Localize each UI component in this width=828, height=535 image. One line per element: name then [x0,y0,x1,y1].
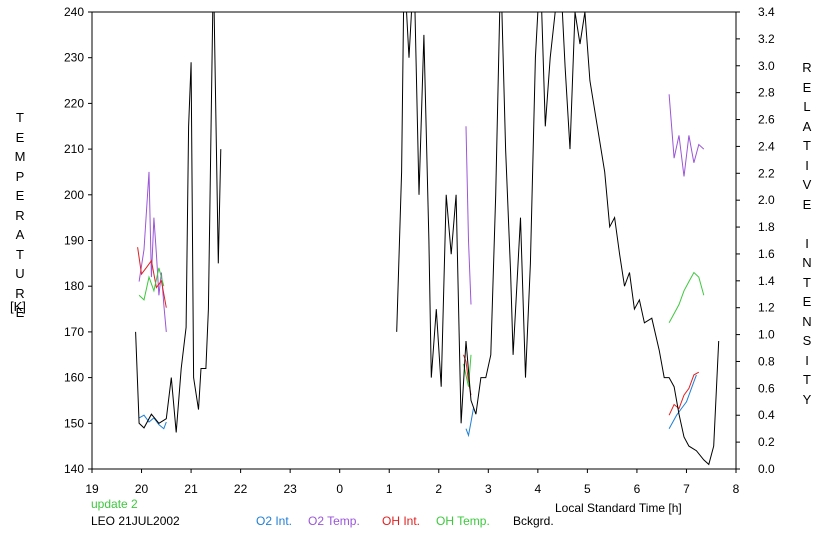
axis-label-char [797,214,817,234]
left-tick-label: 150 [64,416,84,430]
tick-labels: 1401501601701801902002102202302400.00.20… [64,5,775,496]
right-tick-label: 1.6 [758,247,775,261]
axis-label-char: T [16,110,24,125]
right-tick-label: 2.6 [758,113,775,127]
axis-label-char: S [802,333,812,348]
right-tick-label: 3.0 [758,59,775,73]
x-tick-label: 19 [85,482,99,496]
series-line-bckgrd [135,12,720,466]
axis-label-char: N [802,255,812,270]
axis-label-char: E [802,196,812,212]
legend-entry: OH Temp. [436,514,490,528]
right-tick-label: 2.8 [758,86,775,100]
axis-label-char: I [805,352,809,368]
right-tick-label: 0.2 [758,435,775,449]
axis-label-char: I [805,235,809,251]
left-tick-label: 220 [64,96,84,110]
axis-label-char: L [803,99,811,114]
x-tick-label: 21 [184,482,198,496]
series-line-o2-int [138,374,697,438]
axis-label-char: P [15,168,25,184]
legend-entry: O2 Int. [256,514,293,528]
x-tick-label: 5 [584,482,591,496]
left-tick-label: 210 [64,142,84,156]
x-tick-label: 4 [535,482,542,496]
axis-label-char: I [805,157,809,173]
x-axis-label: Local Standard Time [h] [555,501,682,515]
left-tick-label: 140 [64,462,84,476]
right-tick-label: 0.8 [758,354,775,368]
axis-label-char: V [802,177,812,192]
axis-label-char: E [15,129,25,145]
x-tick-label: 3 [485,482,492,496]
axis-label-char: E [15,305,25,320]
axis-label-char: A [802,118,812,134]
left-tick-label: 230 [64,51,84,65]
right-tick-label: 0.6 [758,381,775,395]
station-date: LEO 21JUL2002 [91,514,180,528]
axis-label-char: T [803,274,811,290]
right-tick-label: 2.0 [758,193,775,207]
axis-label-char: U [15,266,25,281]
x-tick-label: 2 [435,482,442,496]
left-tick-label: 170 [64,325,84,339]
axis-label-char: T [16,246,24,262]
series-line-oh-temp [138,267,705,387]
right-tick-label: 1.0 [758,328,775,342]
axis-label-char: E [15,188,25,203]
legend-entry: OH Int. [382,514,421,528]
series-layer [135,12,720,466]
right-tick-label: 1.2 [758,301,775,315]
left-tick-label: 190 [64,234,84,248]
x-tick-label: 7 [683,482,690,496]
right-tick-label: 0.4 [758,408,775,422]
update-text: update 2 [91,497,138,511]
axis-label-char: R [15,285,25,301]
axis-label-char: A [15,227,25,242]
left-tick-label: 240 [64,5,84,19]
right-tick-label: 3.2 [758,32,775,46]
left-tick-label: 180 [64,279,84,293]
axes [88,11,740,473]
right-tick-label: 3.4 [758,5,775,19]
x-tick-label: 23 [283,482,297,496]
axis-label-char: E [802,79,812,95]
right-tick-label: 1.8 [758,220,775,234]
axis-label-char: M [14,149,26,164]
axis-label-char: T [803,372,811,387]
left-tick-label: 160 [64,371,84,385]
axis-label-char: R [15,207,25,223]
x-tick-label: 0 [336,482,343,496]
x-tick-label: 8 [733,482,740,496]
axis-label-char: Y [802,391,812,407]
series-line-oh-int [137,247,700,416]
legend-entry: O2 Temp. [308,514,360,528]
right-tick-label: 1.4 [758,274,775,288]
right-tick-label: 2.4 [758,139,775,153]
x-tick-label: 20 [135,482,149,496]
axis-label-char: R [802,60,812,75]
x-tick-label: 6 [634,482,641,496]
left-tick-label: 200 [64,188,84,202]
right-tick-label: 0.0 [758,462,775,476]
left-axis-unit: [K] [10,299,26,314]
x-tick-label: 1 [386,482,393,496]
axis-label-char: E [802,294,812,309]
right-tick-label: 2.2 [758,166,775,180]
x-tick-label: 22 [234,482,248,496]
axis-label-char: T [803,138,811,153]
legend-entry: Bckgrd. [513,514,554,528]
axis-label-char: N [802,313,812,329]
